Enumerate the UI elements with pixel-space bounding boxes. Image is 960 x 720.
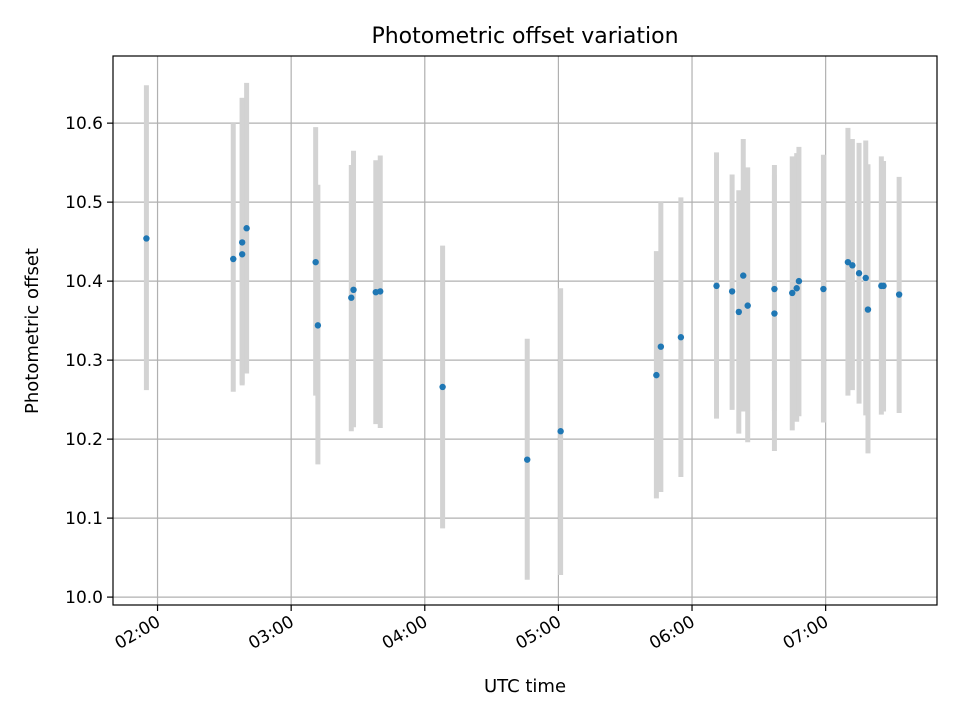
y-tick-label: 10.4 xyxy=(65,272,103,292)
data-point xyxy=(735,308,742,316)
y-tick-label: 10.1 xyxy=(65,509,103,529)
data-point xyxy=(238,239,246,246)
data-point xyxy=(789,289,796,297)
x-axis-ticks: 02:00 03:00 04:00 05:00 06:00 07:00 xyxy=(112,605,832,654)
data-point xyxy=(377,288,384,295)
data-point xyxy=(524,456,531,463)
data-point xyxy=(143,235,150,242)
data-point xyxy=(657,343,665,350)
data-point xyxy=(793,285,800,292)
data-point xyxy=(713,282,720,290)
data-point xyxy=(864,306,872,313)
data-point xyxy=(744,302,751,309)
data-point xyxy=(849,262,856,269)
data-point xyxy=(728,288,736,295)
data-point xyxy=(820,285,827,293)
y-tick-label: 10.3 xyxy=(65,351,103,371)
data-point xyxy=(557,428,564,435)
data-point xyxy=(844,258,852,266)
data-point xyxy=(862,274,869,282)
y-axis-label: Photometric offset xyxy=(22,248,43,414)
x-tick-label: 03:00 xyxy=(245,612,297,654)
error-bars xyxy=(143,82,902,580)
data-point xyxy=(771,285,778,293)
data-point xyxy=(312,258,319,266)
data-points xyxy=(143,225,903,463)
data-point xyxy=(795,277,803,285)
data-point xyxy=(348,294,355,301)
x-tick-label: 07:00 xyxy=(780,612,832,654)
data-point xyxy=(771,310,778,317)
x-axis-label: UTC time xyxy=(484,676,566,697)
y-tick-label: 10.2 xyxy=(65,430,103,450)
data-point xyxy=(314,322,322,329)
data-point xyxy=(653,371,660,379)
data-point xyxy=(740,272,747,279)
data-point xyxy=(238,251,246,258)
chart-title: Photometric offset variation xyxy=(371,24,678,49)
y-tick-label: 10.6 xyxy=(65,114,103,134)
data-point xyxy=(439,383,446,391)
data-point xyxy=(230,255,237,263)
x-tick-label: 02:00 xyxy=(112,612,164,654)
y-tick-label: 10.0 xyxy=(65,588,103,608)
data-point xyxy=(350,286,357,294)
data-point xyxy=(243,225,250,232)
plot-frame xyxy=(112,55,938,606)
y-axis-ticks: 10.0 10.1 10.2 10.3 10.4 10.5 10.6 xyxy=(65,114,113,608)
x-tick-label: 05:00 xyxy=(512,612,564,654)
data-point xyxy=(895,291,903,298)
y-tick-label: 10.5 xyxy=(65,193,103,213)
data-point xyxy=(880,282,887,290)
data-point xyxy=(677,334,685,341)
x-tick-label: 04:00 xyxy=(379,612,431,654)
x-tick-label: 06:00 xyxy=(646,612,698,654)
data-point xyxy=(855,270,863,277)
